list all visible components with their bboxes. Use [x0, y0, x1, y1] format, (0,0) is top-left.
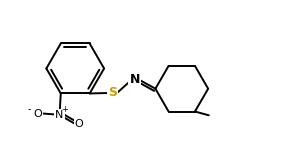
Text: +: + — [62, 105, 68, 114]
Text: O: O — [75, 119, 84, 129]
Text: N: N — [130, 73, 140, 86]
Text: S: S — [108, 86, 117, 99]
Text: N: N — [55, 110, 64, 120]
Text: -: - — [28, 104, 31, 114]
Text: O: O — [33, 109, 42, 119]
